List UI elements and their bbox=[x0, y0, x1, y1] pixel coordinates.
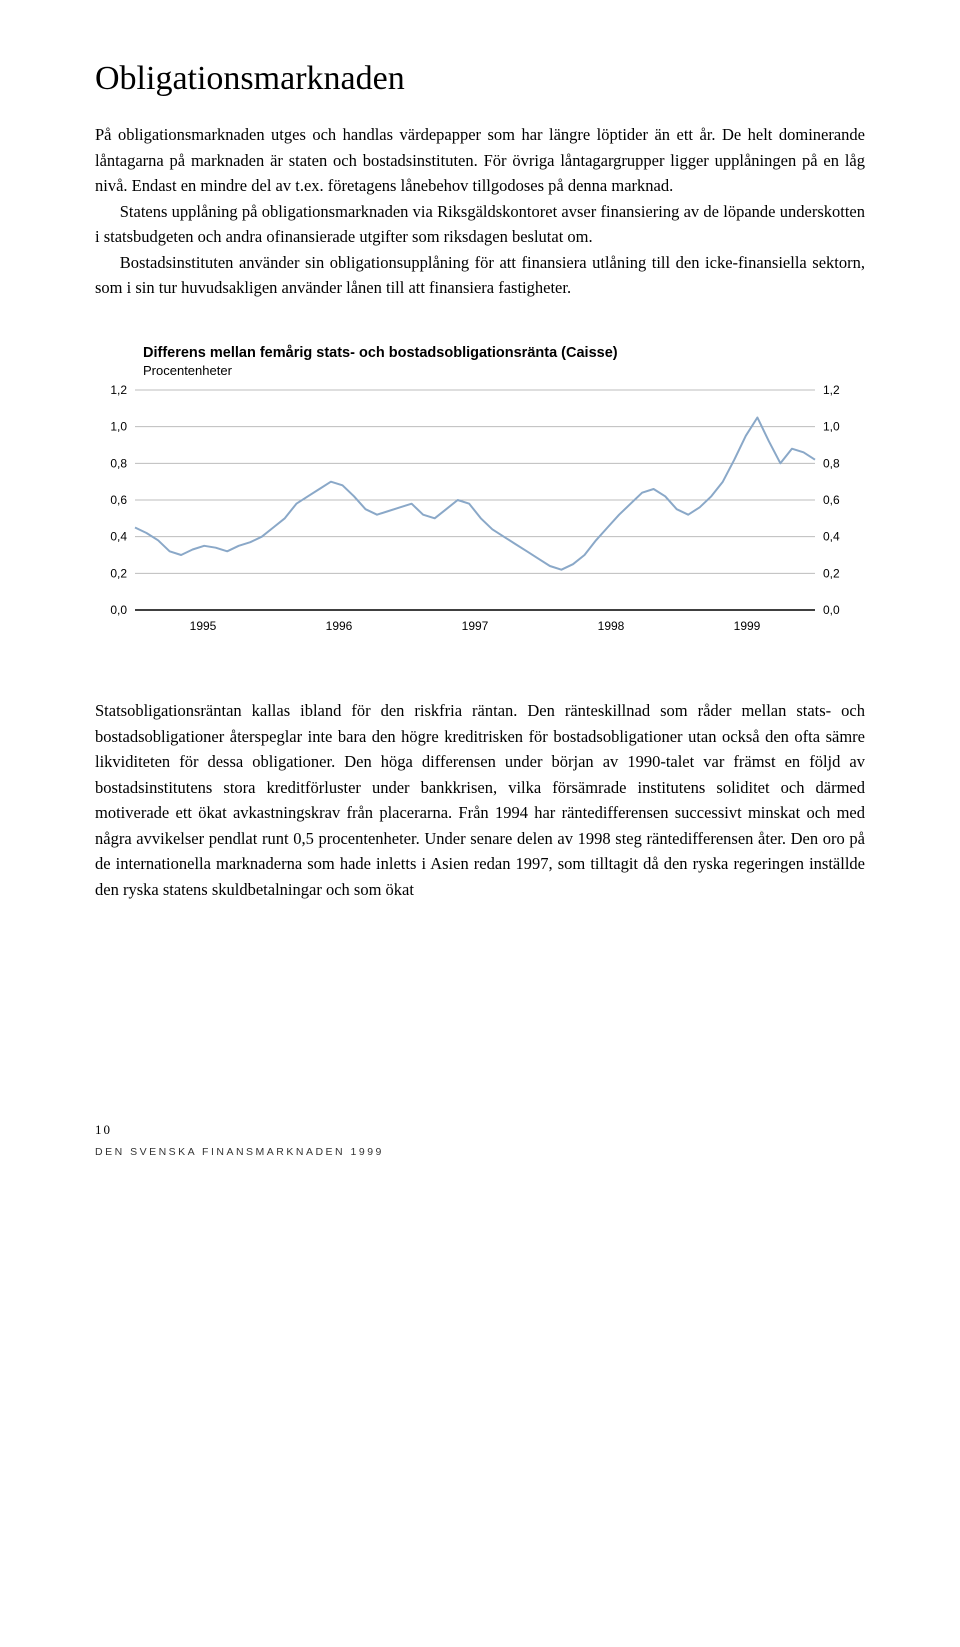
paragraph-4: Statsobligationsräntan kallas ibland för… bbox=[95, 698, 865, 903]
svg-text:0,0: 0,0 bbox=[823, 603, 840, 617]
lower-paragraphs: Statsobligationsräntan kallas ibland för… bbox=[95, 698, 865, 903]
svg-text:1,2: 1,2 bbox=[823, 383, 840, 397]
chart-title: Differens mellan femårig stats- och bost… bbox=[143, 345, 865, 361]
chart-svg: 0,0 0,0 0,2 0,2 0,4 0,4 0,6 0,6 0,8 0,8 1,0 1,0 1,2 1… bbox=[95, 382, 855, 638]
svg-text:0,8: 0,8 bbox=[110, 456, 127, 470]
svg-text:1999: 1999 bbox=[734, 619, 761, 633]
paragraph-1: På obligationsmarknaden utges och handla… bbox=[95, 122, 865, 199]
svg-text:1,0: 1,0 bbox=[110, 420, 127, 434]
svg-text:0,2: 0,2 bbox=[110, 566, 127, 580]
svg-text:0,6: 0,6 bbox=[110, 493, 127, 507]
paragraph-2: Statens upplåning på obligationsmarknade… bbox=[95, 199, 865, 250]
svg-text:0,4: 0,4 bbox=[823, 530, 840, 544]
paragraph-3: Bostadsinstituten använder sin obligatio… bbox=[95, 250, 865, 301]
svg-text:1,2: 1,2 bbox=[110, 383, 127, 397]
svg-text:1997: 1997 bbox=[462, 619, 489, 633]
svg-text:1998: 1998 bbox=[598, 619, 625, 633]
page-footer: 10 DEN SVENSKA FINANSMARKNADEN 1999 bbox=[95, 1122, 865, 1158]
footer-publication: DEN SVENSKA FINANSMARKNADEN 1999 bbox=[95, 1146, 865, 1158]
svg-text:1,0: 1,0 bbox=[823, 420, 840, 434]
svg-text:0,6: 0,6 bbox=[823, 493, 840, 507]
svg-text:0,8: 0,8 bbox=[823, 456, 840, 470]
svg-text:1996: 1996 bbox=[326, 619, 353, 633]
page-number: 10 bbox=[95, 1122, 865, 1138]
svg-text:0,2: 0,2 bbox=[823, 566, 840, 580]
svg-text:1995: 1995 bbox=[190, 619, 217, 633]
svg-text:0,4: 0,4 bbox=[110, 530, 127, 544]
page-heading: Obligationsmarknaden bbox=[95, 60, 865, 98]
spread-chart: Differens mellan femårig stats- och bost… bbox=[95, 345, 865, 638]
intro-paragraphs: På obligationsmarknaden utges och handla… bbox=[95, 122, 865, 301]
chart-subtitle: Procentenheter bbox=[143, 363, 865, 378]
svg-text:0,0: 0,0 bbox=[110, 603, 127, 617]
